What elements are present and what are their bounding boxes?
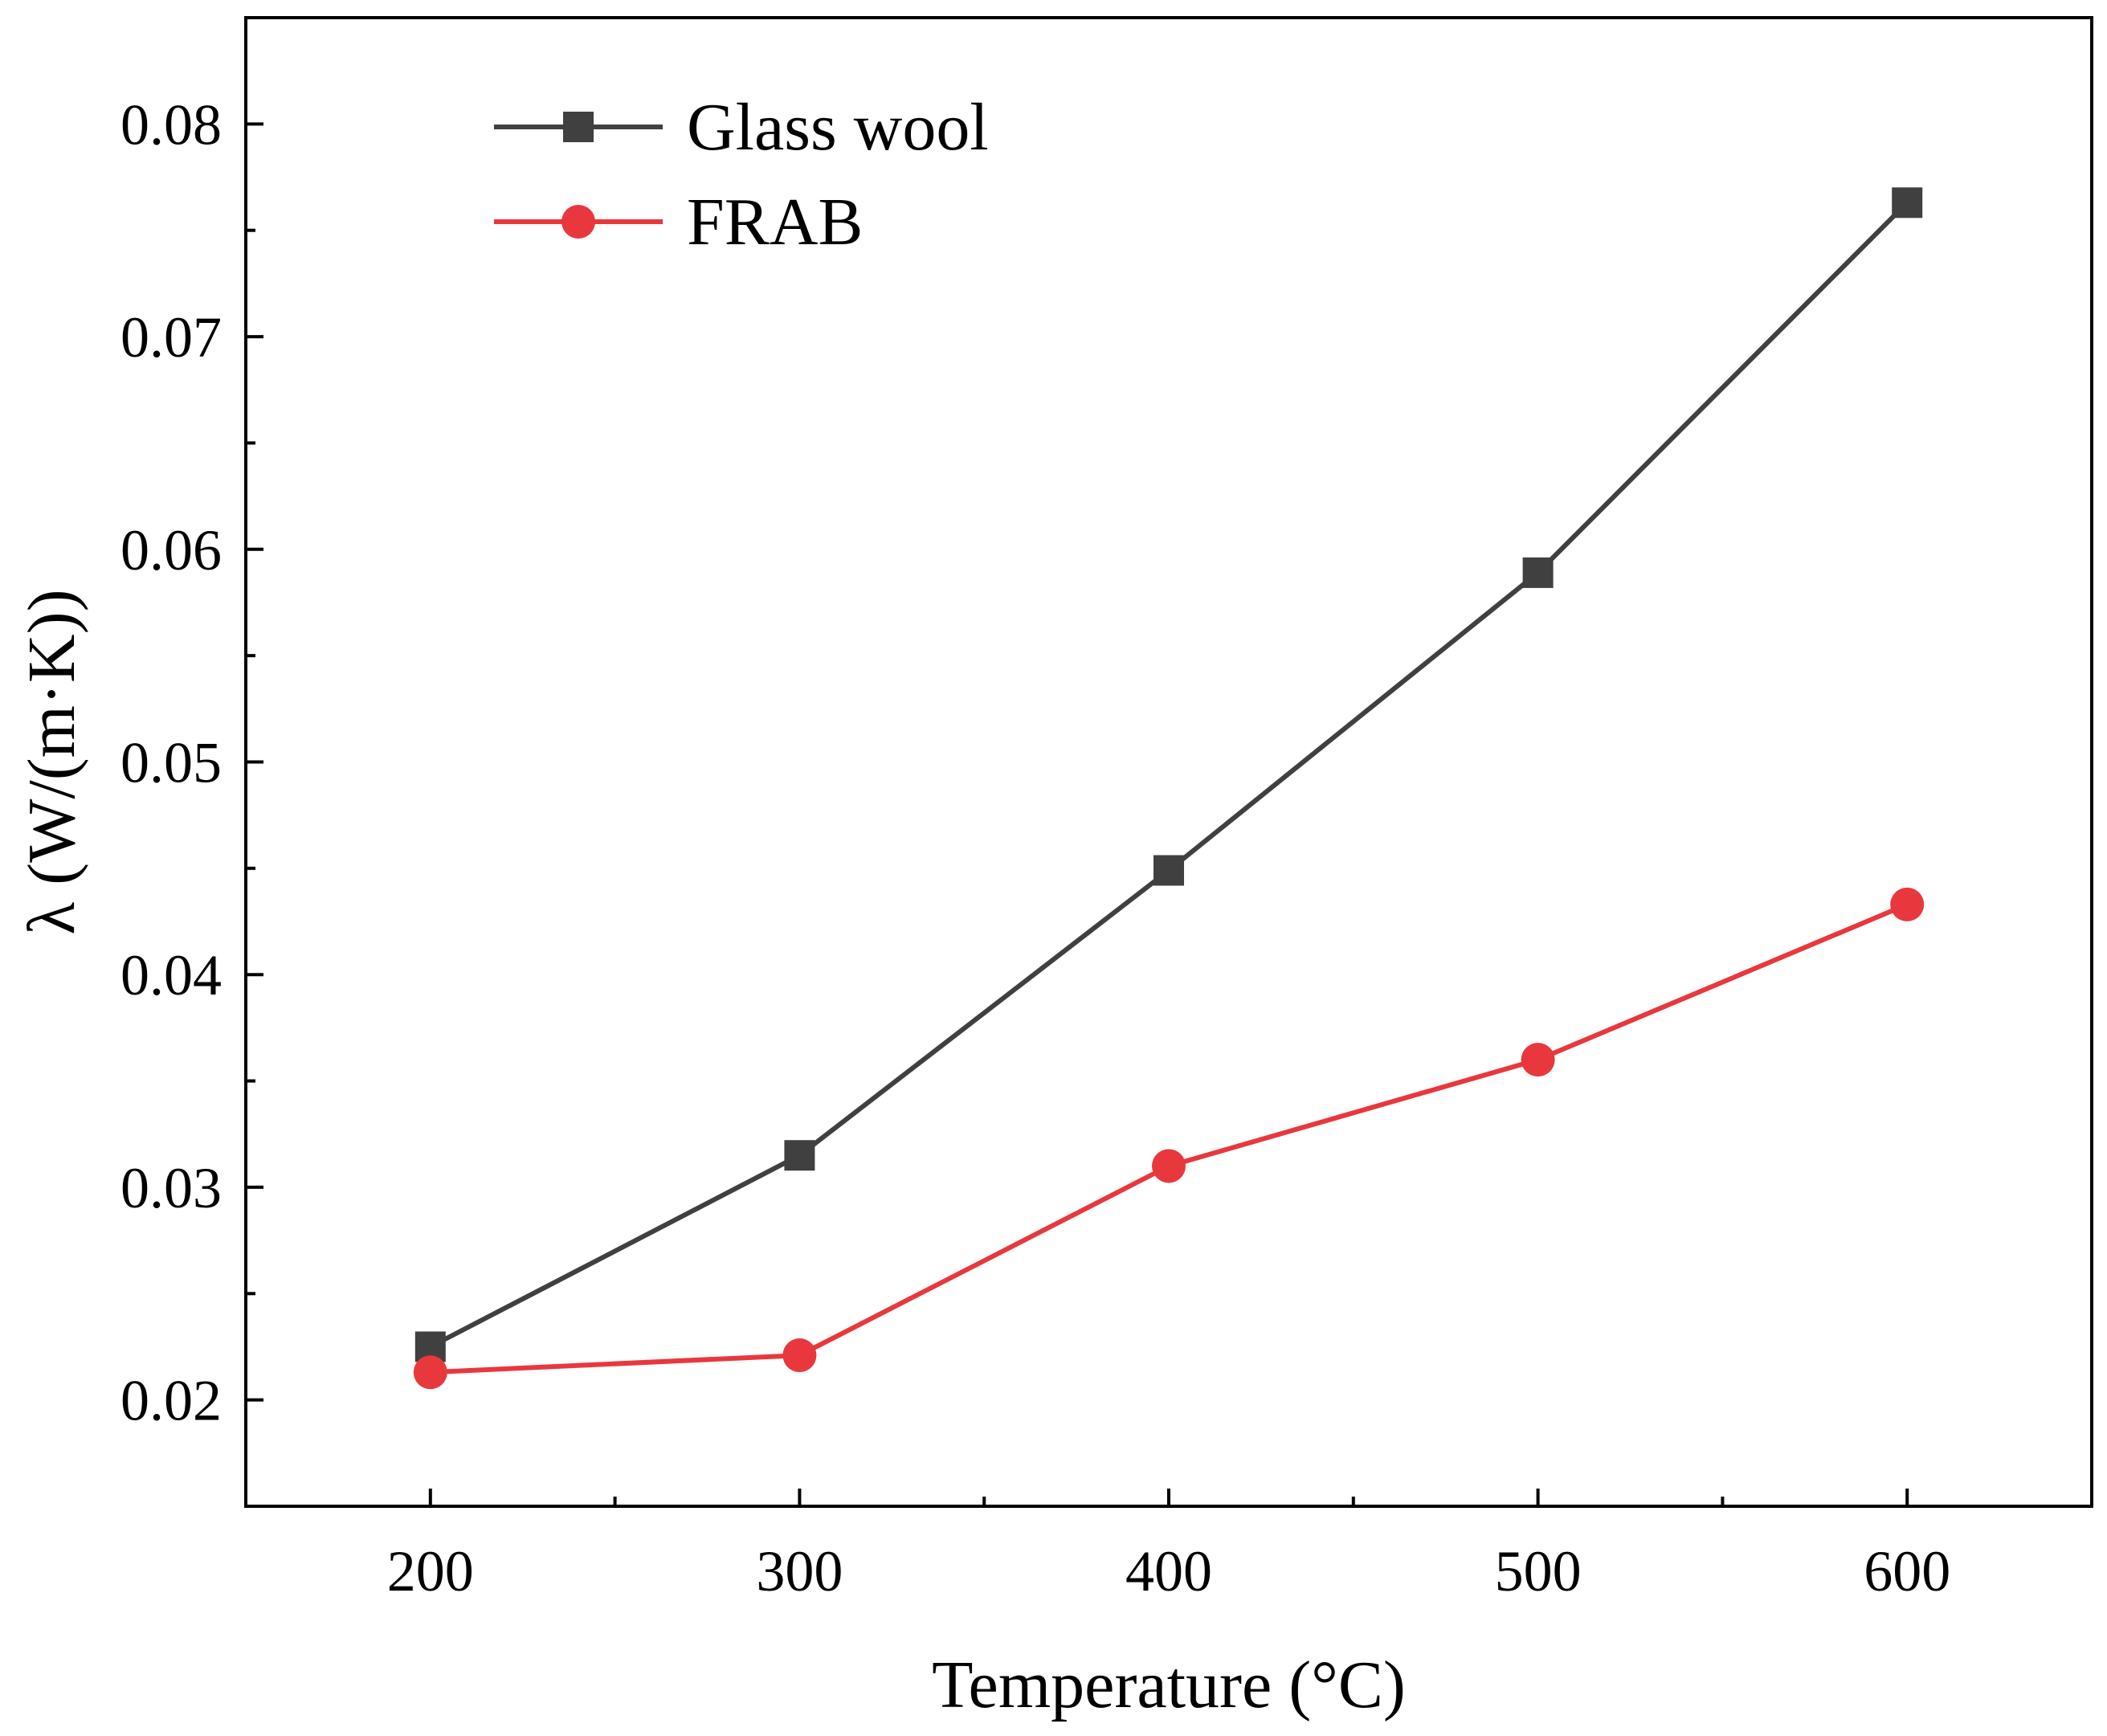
y-tick-label: 0.05 <box>120 731 222 795</box>
series-frab <box>413 887 1925 1390</box>
legend-item-frab: FRAB <box>494 185 863 259</box>
x-axis-title: Temperature (°C) <box>932 1648 1406 1722</box>
y-tick-label: 0.03 <box>120 1156 222 1220</box>
x-tick-label: 200 <box>387 1539 474 1603</box>
y-tick-label: 0.08 <box>120 92 222 157</box>
y-tick-label: 0.02 <box>120 1369 222 1433</box>
x-tick-label: 300 <box>756 1539 843 1603</box>
legend-label: FRAB <box>687 185 863 259</box>
y-tick-label: 0.06 <box>120 518 222 582</box>
data-point-glass-wool <box>1154 855 1184 886</box>
legend: Glass wool FRAB <box>494 90 989 259</box>
data-point-frab <box>413 1355 447 1390</box>
y-tick-label: 0.07 <box>120 305 222 370</box>
series-glass-wool <box>414 187 1923 1362</box>
data-point-frab <box>1152 1149 1186 1183</box>
x-tick-label: 600 <box>1864 1539 1950 1603</box>
legend-marker <box>561 205 595 239</box>
data-point-frab <box>1521 1043 1555 1077</box>
data-point-frab <box>1890 887 1925 921</box>
data-point-glass-wool <box>784 1140 815 1171</box>
x-tick-label: 400 <box>1125 1539 1212 1603</box>
data-point-glass-wool <box>1892 187 1923 219</box>
data-point-frab <box>782 1338 817 1373</box>
data-point-glass-wool <box>1522 557 1554 588</box>
legend-marker <box>563 112 594 142</box>
legend-label: Glass wool <box>687 90 989 165</box>
series-layer <box>413 187 1925 1390</box>
legend-item-glass-wool: Glass wool <box>494 90 989 165</box>
axis-ticks: 200 300 400 500 600 0.02 0.03 0.04 0.05 0.06 0.07 0… <box>120 92 1950 1603</box>
plot-frame <box>244 16 2093 1508</box>
x-tick-label: 500 <box>1495 1539 1582 1603</box>
y-tick-label: 0.04 <box>120 943 222 1007</box>
y-axis-title: λ (W/(m·K)) <box>14 589 89 934</box>
